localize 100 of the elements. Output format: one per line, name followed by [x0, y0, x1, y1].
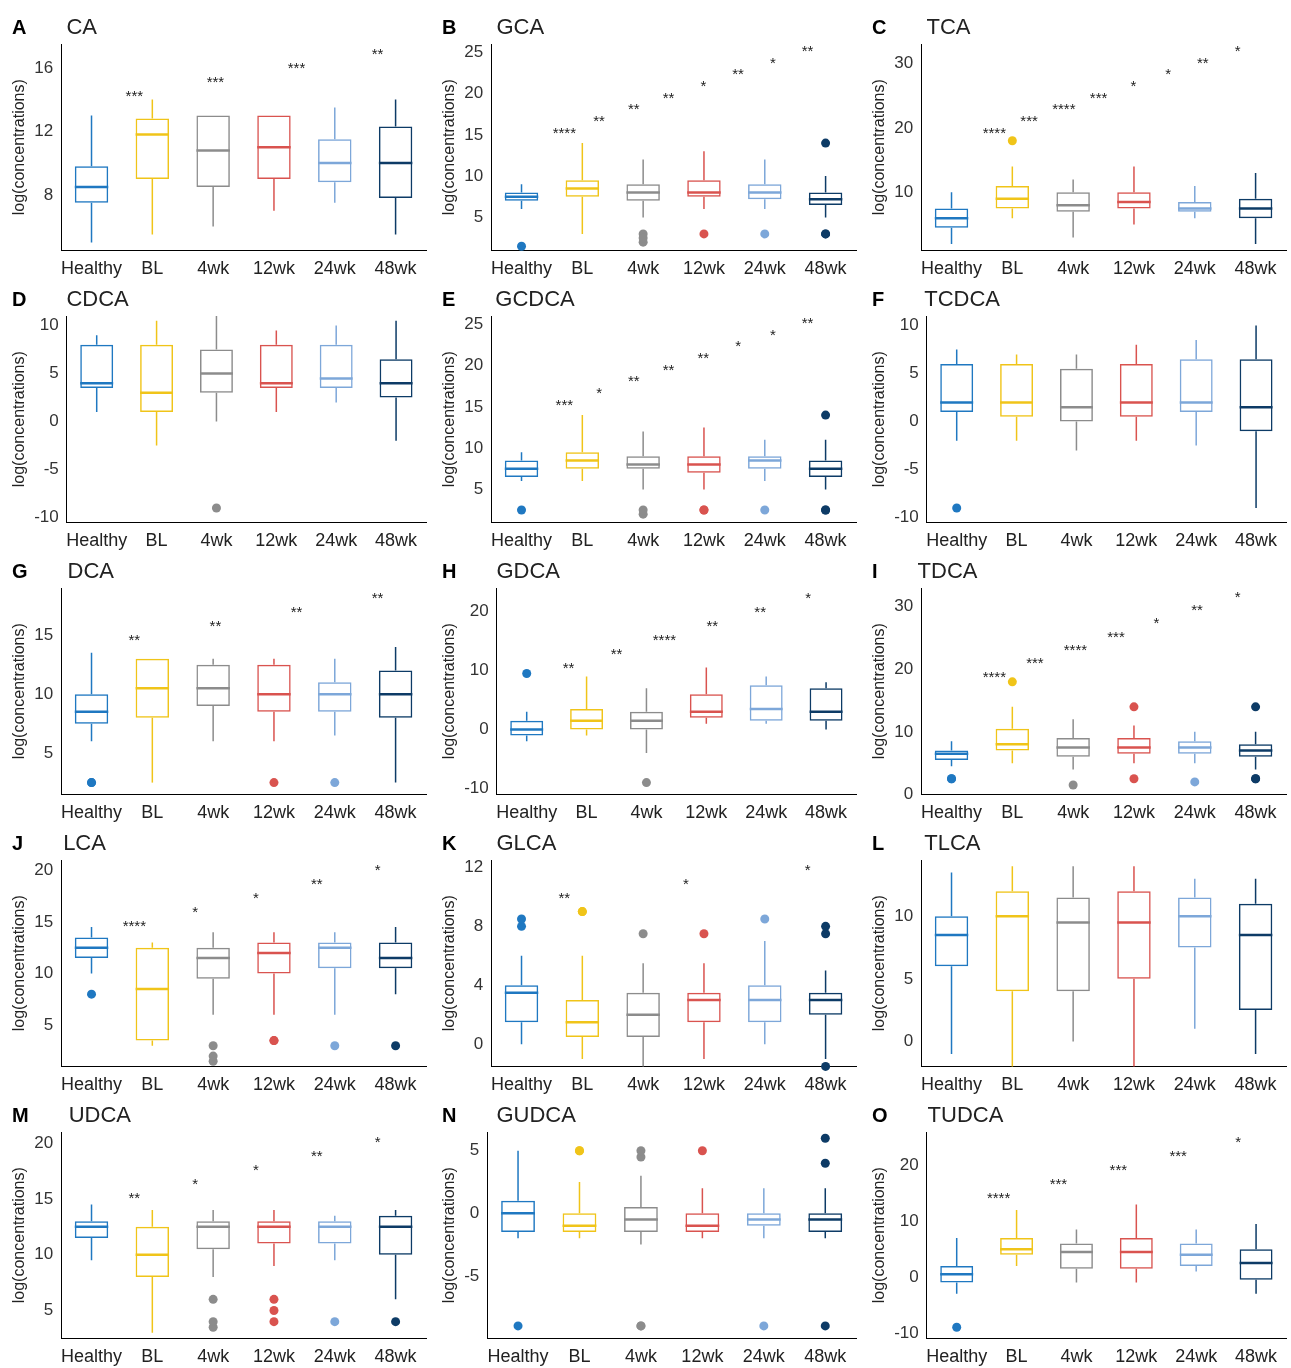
x-tick-label: 48wk: [1235, 530, 1279, 551]
annotation: **: [558, 888, 571, 906]
x-tick-label: 12wk: [1112, 258, 1156, 279]
y-tick-label: 20: [34, 1132, 54, 1152]
y-tick-label: 10: [894, 182, 914, 202]
y-tick-label: 15: [464, 396, 484, 416]
chart-title: DCA: [67, 558, 115, 584]
x-tick-label: Healthy: [926, 1346, 988, 1367]
annotation: ****: [652, 630, 677, 648]
y-tick-label: 12: [34, 121, 54, 141]
x-tick-label: Healthy: [926, 530, 988, 551]
chart-title: GLCA: [496, 830, 557, 856]
x-tick-label: 12wk: [685, 802, 729, 823]
annotation: *: [769, 325, 776, 343]
x-tick-label: 12wk: [1115, 530, 1159, 551]
annotation: ***: [555, 395, 574, 413]
x-tick-label: 24wk: [743, 258, 787, 279]
annotation: ***: [1049, 1174, 1068, 1192]
y-tick-label: 0: [473, 1033, 484, 1053]
annotation: ****: [122, 916, 147, 934]
x-tick-label: 24wk: [743, 1074, 787, 1095]
chart-subtitle: H: [442, 560, 457, 583]
annotation: *: [700, 77, 707, 95]
x-tick-label: 24wk: [1175, 1346, 1219, 1367]
chart-title: UDCA: [68, 1102, 132, 1128]
x-tick-label: 48wk: [804, 258, 848, 279]
annotation: *: [1130, 77, 1137, 95]
chart-subtitle: L: [872, 832, 885, 855]
y-tick-label: 0: [903, 1031, 914, 1051]
chart-title: GUDCA: [496, 1102, 576, 1128]
annotation: **: [593, 111, 606, 129]
x-tick-label: BL: [1005, 1346, 1028, 1367]
y-tick-label: 20: [894, 659, 914, 678]
x-tick-label: BL: [571, 530, 594, 551]
x-tick-label: BL: [141, 1346, 164, 1367]
y-tick-label: 10: [469, 660, 489, 680]
annotation: *: [1153, 614, 1160, 632]
y-tick-label: 8: [473, 916, 484, 936]
chart-subtitle: C: [872, 16, 887, 39]
x-tick-label: BL: [1001, 258, 1024, 279]
annotation: *: [1165, 65, 1172, 83]
chart-title: CA: [66, 14, 98, 40]
x-tick-label: 24wk: [1173, 258, 1217, 279]
chart-subtitle: I: [872, 560, 878, 583]
annotation: **: [310, 874, 323, 892]
annotation: ****: [1052, 100, 1076, 118]
chart-subtitle: M: [12, 1104, 29, 1127]
annotation: **: [128, 1188, 141, 1206]
annotation: **: [732, 65, 745, 83]
x-tick-label: BL: [571, 258, 594, 279]
y-axis-title: log(concentrations): [870, 623, 888, 760]
x-tick-label: 4wk: [197, 1346, 231, 1367]
annotation: **: [801, 314, 814, 332]
y-tick-label: 15: [464, 124, 484, 144]
y-tick-label: 5: [43, 1300, 54, 1320]
y-tick-label: 5: [43, 1014, 54, 1034]
chart-subtitle: K: [442, 832, 457, 855]
y-tick-label: 10: [899, 315, 919, 335]
annotation: *: [374, 1132, 381, 1150]
y-axis-title: log(concentrations): [440, 79, 458, 216]
x-tick-label: Healthy: [66, 530, 128, 551]
chart-title: TLCA: [924, 830, 981, 856]
x-tick-label: 12wk: [1112, 1074, 1156, 1095]
annotation: *: [596, 383, 603, 401]
y-tick-label: 30: [894, 53, 914, 73]
y-tick-label: 0: [479, 719, 489, 739]
y-tick-label: 20: [469, 601, 489, 621]
x-tick-label: 12wk: [252, 258, 296, 279]
annotation: **: [662, 360, 675, 378]
x-tick-label: Healthy: [921, 1074, 983, 1095]
chart-title: GCA: [496, 14, 545, 40]
x-tick-label: 48wk: [374, 258, 418, 279]
x-tick-label: 24wk: [742, 1346, 786, 1367]
y-axis-title: log(concentrations): [10, 79, 28, 216]
x-tick-label: 24wk: [315, 530, 359, 551]
x-tick-label: 12wk: [681, 1346, 725, 1367]
y-axis-title: log(concentrations): [440, 1167, 458, 1304]
y-tick-label: 5: [903, 968, 914, 988]
y-tick-label: 10: [894, 905, 914, 925]
y-tick-label: 20: [899, 1155, 919, 1175]
annotation: ****: [986, 1188, 1011, 1206]
y-axis-title: log(concentrations): [10, 1167, 28, 1304]
annotation: *: [769, 53, 776, 71]
y-tick-label: 10: [464, 165, 484, 185]
y-tick-label: 25: [464, 313, 484, 333]
x-tick-label: Healthy: [491, 530, 553, 551]
annotation: **: [706, 616, 719, 634]
annotation: *: [192, 1174, 199, 1192]
annotation: *: [1235, 1132, 1242, 1150]
annotation: **: [627, 100, 640, 118]
annotation: ***: [125, 86, 144, 104]
annotation: ***: [1089, 88, 1108, 106]
y-tick-label: 5: [49, 363, 59, 383]
chart-subtitle: E: [442, 288, 456, 311]
x-tick-label: Healthy: [921, 258, 983, 279]
x-tick-label: 4wk: [630, 802, 664, 823]
x-tick-label: Healthy: [487, 1346, 549, 1367]
x-tick-label: 4wk: [1057, 1074, 1091, 1095]
x-tick-label: 48wk: [1234, 802, 1278, 823]
x-tick-label: 12wk: [252, 802, 296, 823]
